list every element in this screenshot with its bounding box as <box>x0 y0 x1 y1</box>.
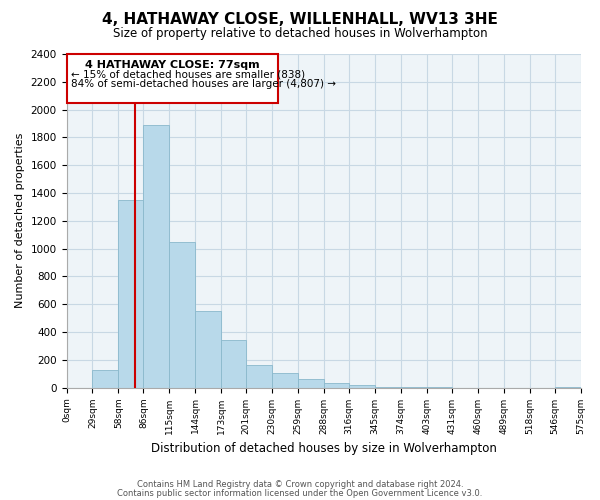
Bar <box>169 242 195 388</box>
Text: 4, HATHAWAY CLOSE, WILLENHALL, WV13 3HE: 4, HATHAWAY CLOSE, WILLENHALL, WV13 3HE <box>102 12 498 28</box>
Bar <box>554 387 581 388</box>
Text: Size of property relative to detached houses in Wolverhampton: Size of property relative to detached ho… <box>113 28 487 40</box>
Bar <box>221 340 246 388</box>
Y-axis label: Number of detached properties: Number of detached properties <box>15 133 25 308</box>
Text: 4 HATHAWAY CLOSE: 77sqm: 4 HATHAWAY CLOSE: 77sqm <box>85 60 260 70</box>
Bar <box>118 200 143 388</box>
Text: Contains public sector information licensed under the Open Government Licence v3: Contains public sector information licen… <box>118 488 482 498</box>
FancyBboxPatch shape <box>67 54 278 102</box>
Bar <box>143 125 169 388</box>
Bar <box>349 385 375 388</box>
X-axis label: Distribution of detached houses by size in Wolverhampton: Distribution of detached houses by size … <box>151 442 496 455</box>
Bar <box>298 379 324 388</box>
Bar <box>375 387 401 388</box>
Bar <box>246 366 272 388</box>
Bar <box>195 311 221 388</box>
Text: ← 15% of detached houses are smaller (838): ← 15% of detached houses are smaller (83… <box>71 70 305 80</box>
Bar <box>324 384 349 388</box>
Text: 84% of semi-detached houses are larger (4,807) →: 84% of semi-detached houses are larger (… <box>71 79 336 89</box>
Bar <box>272 373 298 388</box>
Bar <box>92 370 118 388</box>
Text: Contains HM Land Registry data © Crown copyright and database right 2024.: Contains HM Land Registry data © Crown c… <box>137 480 463 489</box>
